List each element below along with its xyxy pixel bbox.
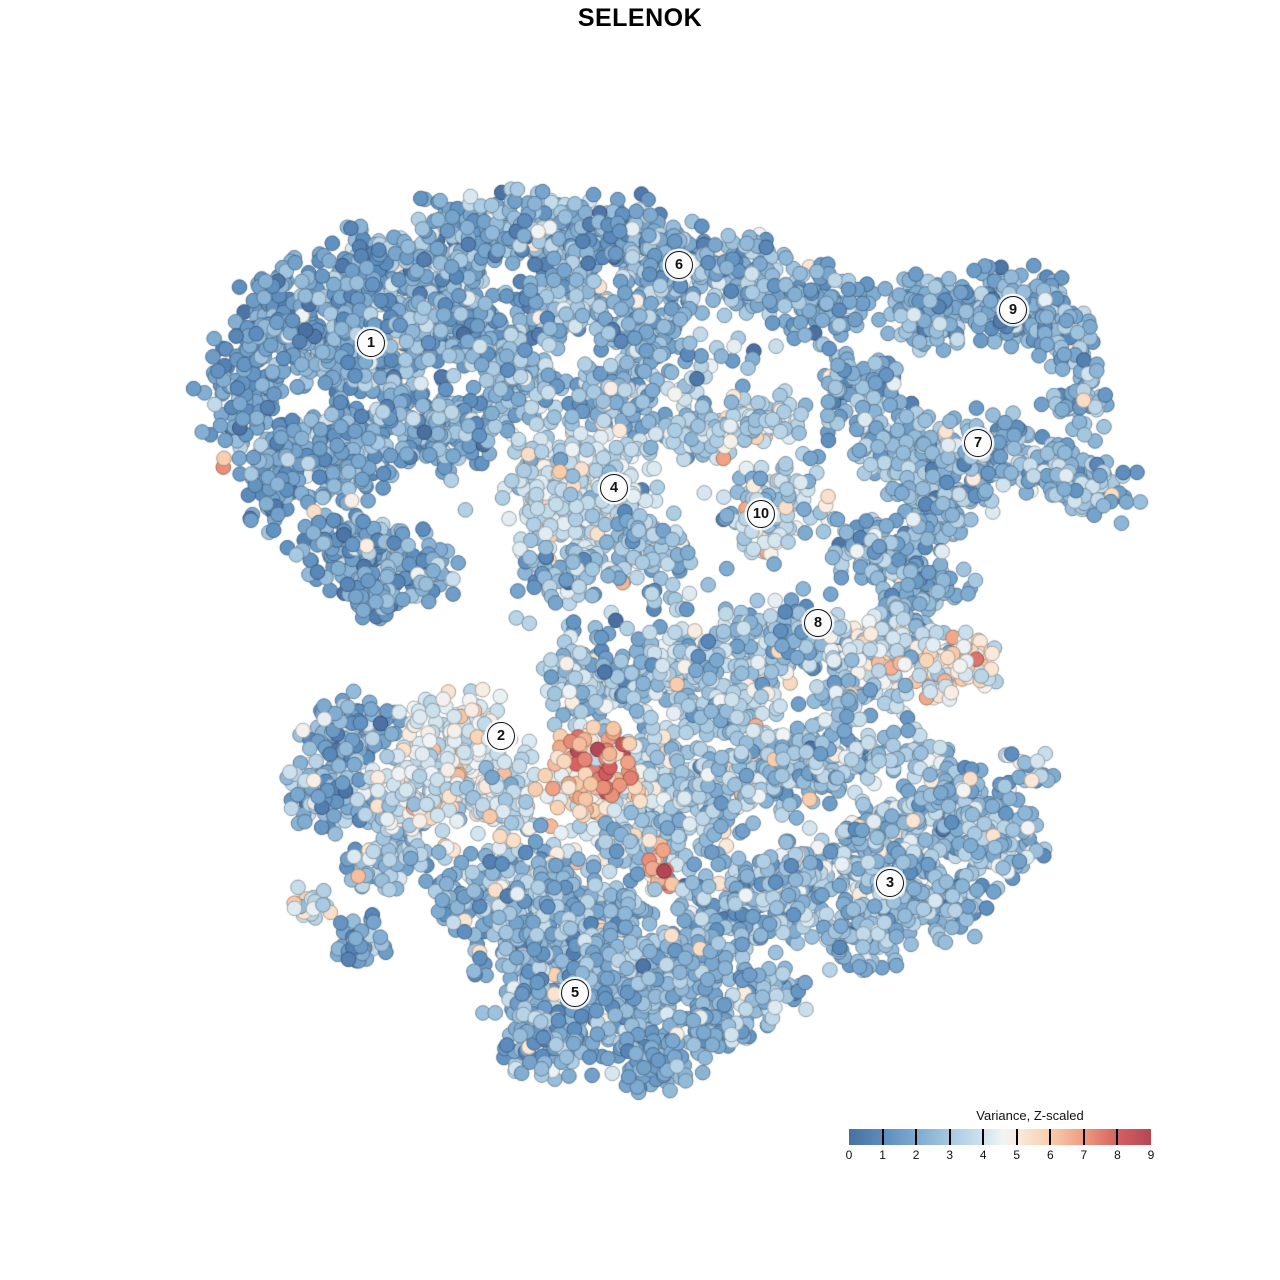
colorbar-tick (1082, 1129, 1085, 1145)
colorbar-tick-label: 7 (1080, 1148, 1088, 1162)
colorbar-tick-label: 9 (1147, 1148, 1155, 1162)
colorbar-tick (915, 1129, 918, 1145)
colorbar-tick-label: 6 (1046, 1148, 1054, 1162)
colorbar-tick-label: 8 (1114, 1148, 1121, 1162)
colorbar-tick-label: 0 (845, 1148, 853, 1162)
colorbar-tick (1116, 1129, 1119, 1145)
colorbar-tick (982, 1129, 985, 1145)
colorbar-legend: Variance, Z-scaled 0 1 2 3 4 5 6 7 8 9 (845, 1108, 1155, 1162)
colorbar-tick (881, 1129, 884, 1145)
colorbar-title: Variance, Z-scaled (976, 1108, 1084, 1123)
colorbar-tick (1049, 1129, 1052, 1145)
colorbar-tick (1015, 1129, 1018, 1145)
colorbar-tick-label: 5 (1013, 1148, 1021, 1162)
colorbar-tick-label: 4 (979, 1148, 987, 1162)
colorbar-tick-label: 3 (946, 1148, 953, 1162)
colorbar-tick (948, 1129, 951, 1145)
colorbar-gradient (849, 1129, 1151, 1145)
colorbar-tick-label: 2 (912, 1148, 920, 1162)
colorbar-tick-labels: 0 1 2 3 4 5 6 7 8 9 (845, 1148, 1155, 1162)
colorbar-tick-label: 1 (879, 1148, 886, 1162)
